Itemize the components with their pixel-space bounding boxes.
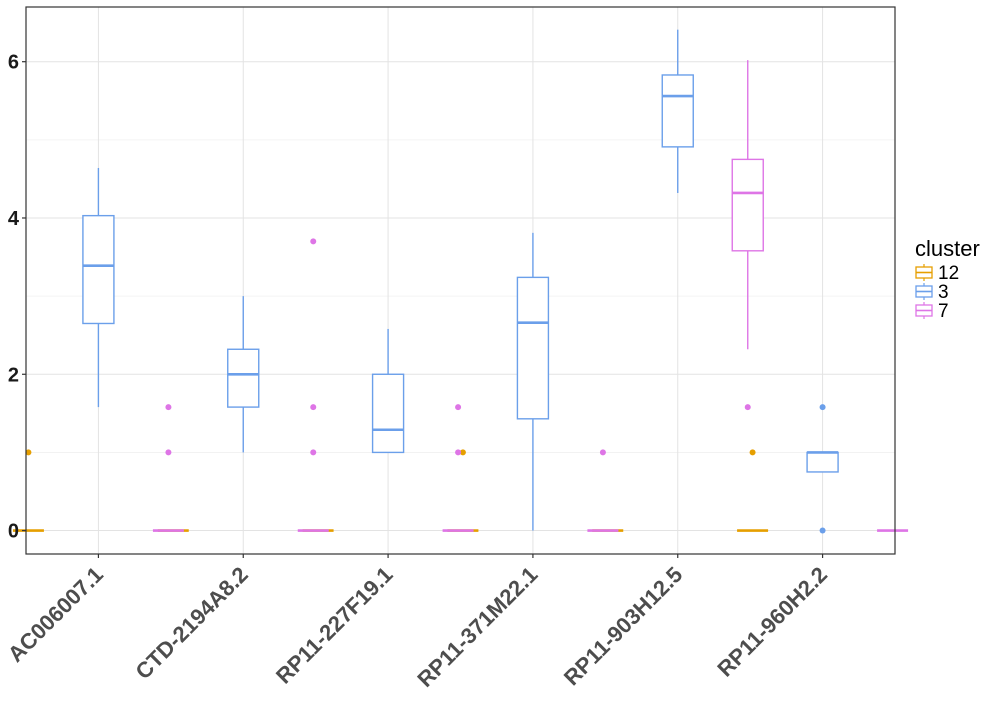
outlier-point [819,404,826,411]
y-tick-label: 4 [8,208,20,230]
outlier-point [165,404,172,411]
box-body [806,451,839,473]
box-body [371,373,405,454]
outlier-point [310,238,317,245]
box-12-RP11-960H2.2 [737,449,769,532]
x-tick-label: CTD-2194A8.2 [130,562,252,684]
y-axis: 0 2 4 6 [8,52,26,543]
panel-background [26,7,895,554]
y-tick-label: 2 [8,364,19,386]
outlier-point [455,449,462,456]
outlier-point [310,404,317,411]
box-7-AC006007.1 [152,404,184,532]
x-tick-label: AC006007.1 [3,562,108,667]
legend-item-12: 12 [915,263,959,284]
legend-label: 7 [938,301,949,322]
legend-label: 12 [938,263,959,284]
x-tick-label: RP11-960H2.2 [712,562,832,682]
box-3-RP11-371M22.1 [516,232,550,531]
outlier-point [599,449,606,456]
box-3-RP11-227F19.1 [371,328,405,454]
legend-title: cluster [915,236,980,261]
outlier-point [310,449,317,456]
outlier-point [819,527,826,534]
box-body [82,214,115,325]
box-7-RP11-227F19.1 [442,404,474,532]
box-body [227,348,260,408]
box-3-CTD-2194A8.2 [227,296,260,453]
y-tick-label: 6 [8,52,19,74]
box-body [661,74,694,148]
box-12-AC006007.1 [12,449,44,532]
panel-border [25,6,896,555]
box-3-RP11-903H12.5 [661,29,694,193]
legend-item-7: 7 [915,301,949,322]
outlier-point [165,449,172,456]
outlier-point [459,449,466,456]
x-axis: AC006007.1 CTD-2194A8.2 RP11-227F19.1 RP11-… [3,554,832,692]
legend-label: 3 [938,282,949,303]
box-body [516,276,550,420]
plot-panel [12,6,909,555]
outlier-point [25,449,32,456]
x-tick-label: RP11-903H12.5 [559,562,687,690]
box-7-CTD-2194A8.2 [297,238,329,532]
box-body [731,158,764,252]
box-7-RP11-903H12.5 [731,60,764,411]
x-tick-label: RP11-227F19.1 [271,562,398,689]
box-3-RP11-960H2.2 [806,404,839,534]
box-3-AC006007.1 [82,167,115,408]
outlier-point [455,404,462,411]
box-7-RP11-371M22.1 [587,449,619,532]
outlier-point [744,404,751,411]
legend-item-3: 3 [915,282,949,303]
y-tick-label: 0 [8,521,19,543]
outlier-point [749,449,756,456]
x-tick-label: RP11-371M22.1 [412,562,542,692]
